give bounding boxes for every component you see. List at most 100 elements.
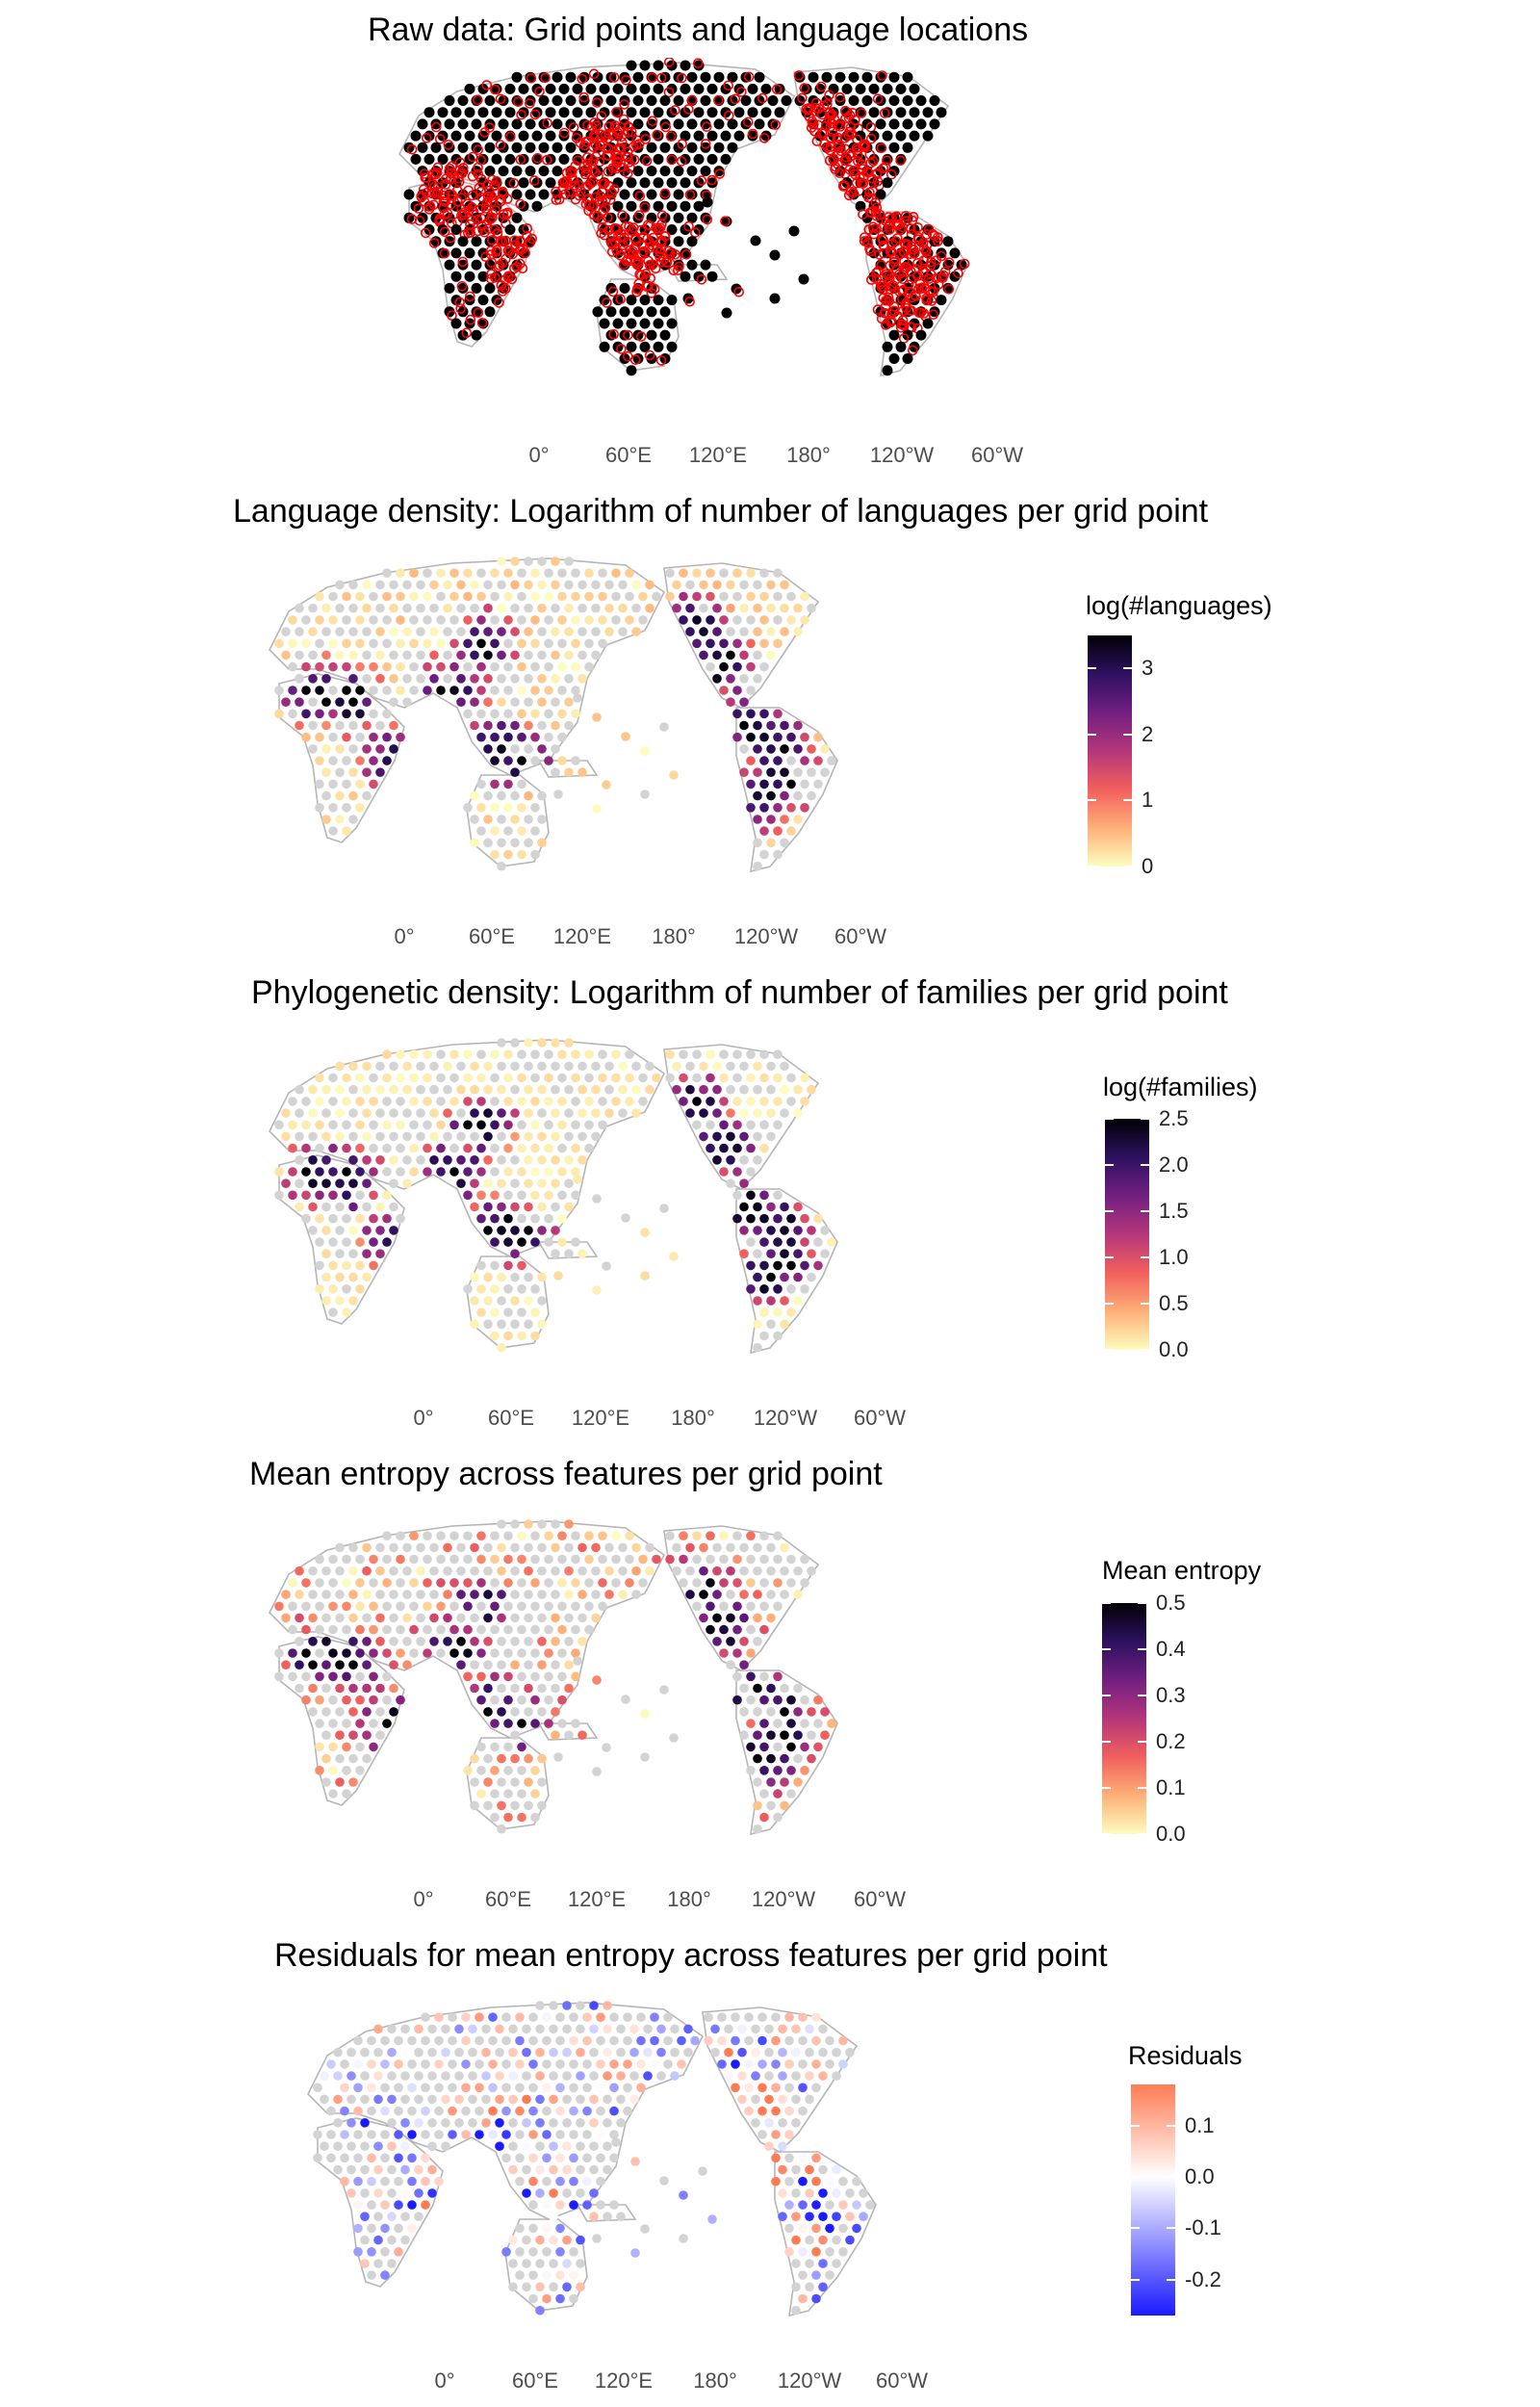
grid-point: [597, 186, 607, 197]
grid-point: [643, 2024, 653, 2034]
grid-point: [811, 2200, 821, 2210]
grid-point: [855, 172, 865, 184]
grid-point: [865, 274, 877, 285]
grid-point: [564, 1131, 574, 1142]
grid-point: [832, 2071, 841, 2081]
grid-point: [470, 1660, 479, 1669]
grid-point: [706, 638, 715, 649]
grid-point: [503, 849, 513, 860]
grid-point: [490, 1554, 500, 1565]
grid-point: [786, 1213, 796, 1224]
grid-point: [636, 2012, 646, 2022]
grid-point: [503, 1213, 513, 1224]
grid-point: [564, 627, 574, 636]
grid-point: [542, 2012, 552, 2022]
grid-point: [645, 1542, 654, 1553]
grid-point: [308, 1707, 318, 1717]
grid-point: [780, 1319, 789, 1330]
grid-point: [576, 2094, 585, 2105]
grid-point: [394, 2223, 403, 2234]
grid-point: [746, 1260, 756, 1271]
grid-point: [766, 1319, 776, 1330]
grid-point: [692, 1601, 702, 1612]
grid-point: [545, 177, 556, 189]
grid-point: [355, 1213, 365, 1224]
grid-point: [421, 133, 432, 143]
grid-point: [510, 1038, 520, 1048]
grid-point: [686, 189, 698, 200]
grid-point: [342, 686, 351, 695]
grid-point: [875, 95, 886, 106]
grid-point: [342, 732, 351, 742]
grid-point: [457, 236, 469, 247]
grid-point: [423, 1531, 432, 1540]
grid-point: [589, 2024, 599, 2034]
grid-point: [592, 306, 603, 318]
grid-point: [626, 200, 637, 212]
grid-point: [557, 1671, 567, 1682]
grid-point: [598, 1601, 607, 1612]
grid-point: [786, 826, 796, 836]
grid-point: [476, 1213, 486, 1224]
grid-point: [456, 1061, 466, 1072]
grid-point: [680, 177, 691, 189]
grid-point: [409, 1143, 419, 1153]
grid-point: [759, 1237, 769, 1247]
grid-point: [578, 1061, 587, 1072]
grid-point: [427, 2024, 437, 2034]
grid-point: [476, 1143, 486, 1153]
grid-point: [611, 1049, 621, 1059]
grid-point: [542, 2270, 552, 2280]
grid-point: [423, 1624, 432, 1635]
grid-point: [503, 1554, 513, 1565]
grid-point: [720, 216, 731, 226]
grid-point: [871, 268, 882, 278]
grid-point: [602, 780, 611, 789]
grid-point: [800, 756, 809, 765]
grid-point: [659, 306, 671, 318]
grid-point: [704, 2012, 713, 2022]
grid-point: [726, 650, 735, 660]
grid-point: [281, 650, 291, 660]
grid-point: [773, 1284, 783, 1294]
grid-point: [497, 1637, 506, 1646]
grid-point: [769, 249, 781, 261]
grid-point: [423, 1578, 432, 1588]
grid-point: [838, 2176, 848, 2187]
grid-point: [640, 1228, 650, 1237]
grid-point: [328, 1097, 338, 1106]
grid-point: [859, 2188, 868, 2198]
grid-point: [495, 2047, 504, 2058]
grid-point: [328, 1143, 338, 1153]
grid-point: [778, 2188, 787, 2198]
colorbar-tick-label: 0.3: [1156, 1683, 1186, 1707]
grid-point: [882, 83, 893, 94]
grid-point: [315, 1578, 324, 1588]
grid-point: [732, 1120, 742, 1130]
grid-point: [481, 2071, 491, 2081]
grid-point: [549, 2212, 558, 2221]
grid-point: [669, 770, 679, 780]
grid-point: [609, 2153, 619, 2163]
grid-point: [504, 246, 516, 257]
grid-point: [410, 153, 422, 165]
grid-point: [450, 318, 462, 329]
grid-point: [882, 177, 893, 189]
grid-point: [685, 627, 695, 636]
grid-point: [476, 661, 486, 672]
grid-point: [558, 153, 570, 165]
grid-point: [766, 815, 776, 824]
grid-point: [712, 1590, 722, 1599]
grid-point: [342, 1213, 351, 1224]
grid-point: [626, 177, 637, 189]
grid-point: [650, 2035, 659, 2046]
grid-point: [535, 2282, 545, 2292]
grid-point: [590, 139, 602, 150]
grid-point: [373, 2024, 383, 2034]
grid-point: [382, 756, 392, 765]
grid-point: [744, 2035, 754, 2046]
grid-point: [759, 732, 769, 742]
grid-point: [448, 2083, 457, 2093]
grid-point: [481, 2047, 491, 2058]
grid-point: [470, 1566, 479, 1576]
